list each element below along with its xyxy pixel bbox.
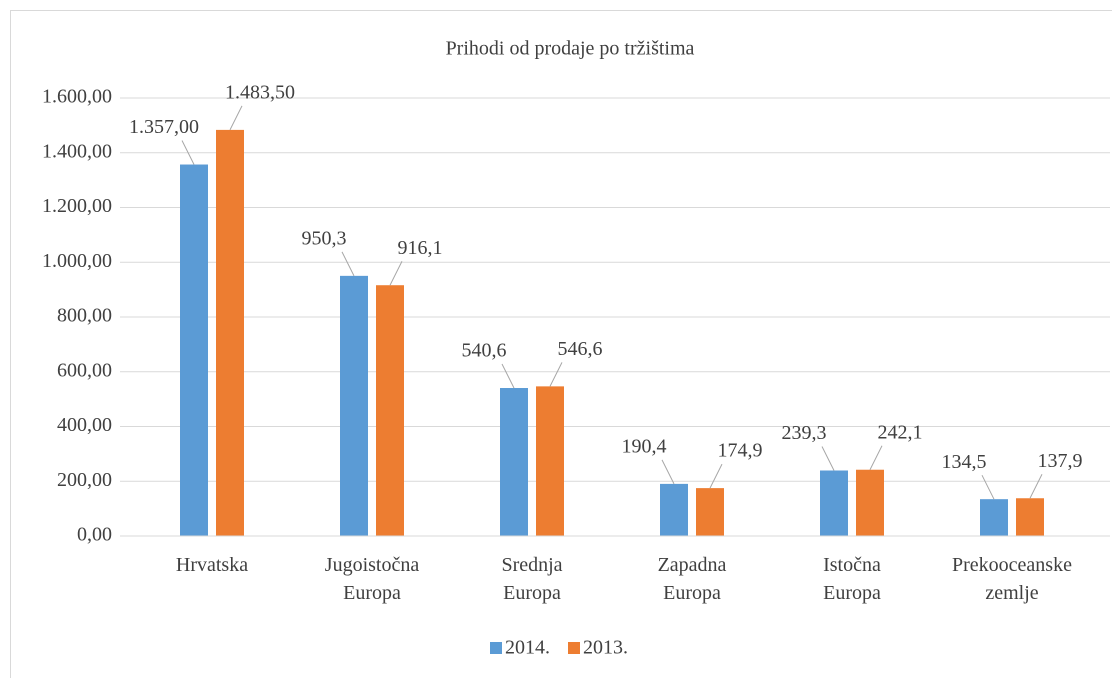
y-tick-label: 200,00: [57, 469, 112, 491]
legend-label: 2013.: [583, 637, 628, 659]
bar: [856, 469, 884, 536]
y-tick-label: 1.600,00: [42, 86, 112, 108]
leader-line: [229, 105, 243, 131]
y-tick-label: 0,00: [77, 524, 112, 546]
bar: [820, 470, 848, 536]
x-tick-label: Prekooceanske zemlje: [952, 554, 1072, 604]
x-tick-label: Srednja Europa: [501, 554, 562, 604]
data-label: 174,9: [718, 440, 763, 462]
x-tick-label: Hrvatska: [176, 554, 248, 576]
leader-line: [1029, 474, 1043, 499]
y-tick-label: 1.400,00: [42, 140, 112, 162]
bar: [696, 488, 724, 536]
leader-line: [341, 251, 355, 277]
y-tick-label: 1.200,00: [42, 195, 112, 217]
leader-line: [661, 459, 675, 485]
chart-frame: [10, 10, 1112, 678]
legend-label: 2014.: [505, 637, 550, 659]
leader-line: [981, 474, 995, 500]
legend-swatch: [568, 642, 580, 654]
leader-line: [549, 362, 563, 387]
leader-line: [501, 363, 515, 389]
bar: [376, 285, 404, 536]
bar: [180, 164, 208, 537]
data-label: 546,6: [558, 338, 603, 360]
y-tick-label: 1.000,00: [42, 250, 112, 272]
y-tick-label: 400,00: [57, 414, 112, 436]
data-label: 242,1: [878, 421, 923, 443]
bar: [1016, 498, 1044, 536]
leader-line: [181, 140, 195, 165]
chart-title: Prihodi od prodaje po tržištima: [446, 38, 695, 60]
data-label: 1.357,00: [129, 116, 199, 138]
x-tick-label: Jugoistočna Europa: [325, 554, 420, 604]
leader-line: [389, 260, 403, 286]
bar: [216, 129, 244, 536]
data-label: 540,6: [462, 340, 507, 362]
bar: [500, 388, 528, 536]
data-label: 134,5: [942, 451, 987, 473]
bar: [340, 275, 368, 536]
x-tick-label: Zapadna Europa: [658, 554, 727, 604]
data-label: 137,9: [1038, 450, 1083, 472]
x-tick-label: Istočna Europa: [823, 554, 881, 604]
data-label: 239,3: [782, 422, 827, 444]
data-label: 190,4: [622, 435, 667, 457]
y-tick-label: 600,00: [57, 359, 112, 381]
leader-line: [869, 445, 883, 470]
legend-swatch: [490, 642, 502, 654]
leader-line: [821, 446, 835, 471]
data-label: 916,1: [398, 237, 443, 259]
bar: [980, 499, 1008, 536]
data-label: 950,3: [302, 227, 347, 249]
data-label: 1.483,50: [225, 81, 295, 103]
leader-line: [709, 463, 723, 489]
bar: [660, 483, 688, 536]
y-tick-label: 800,00: [57, 305, 112, 327]
bar: [536, 386, 564, 536]
